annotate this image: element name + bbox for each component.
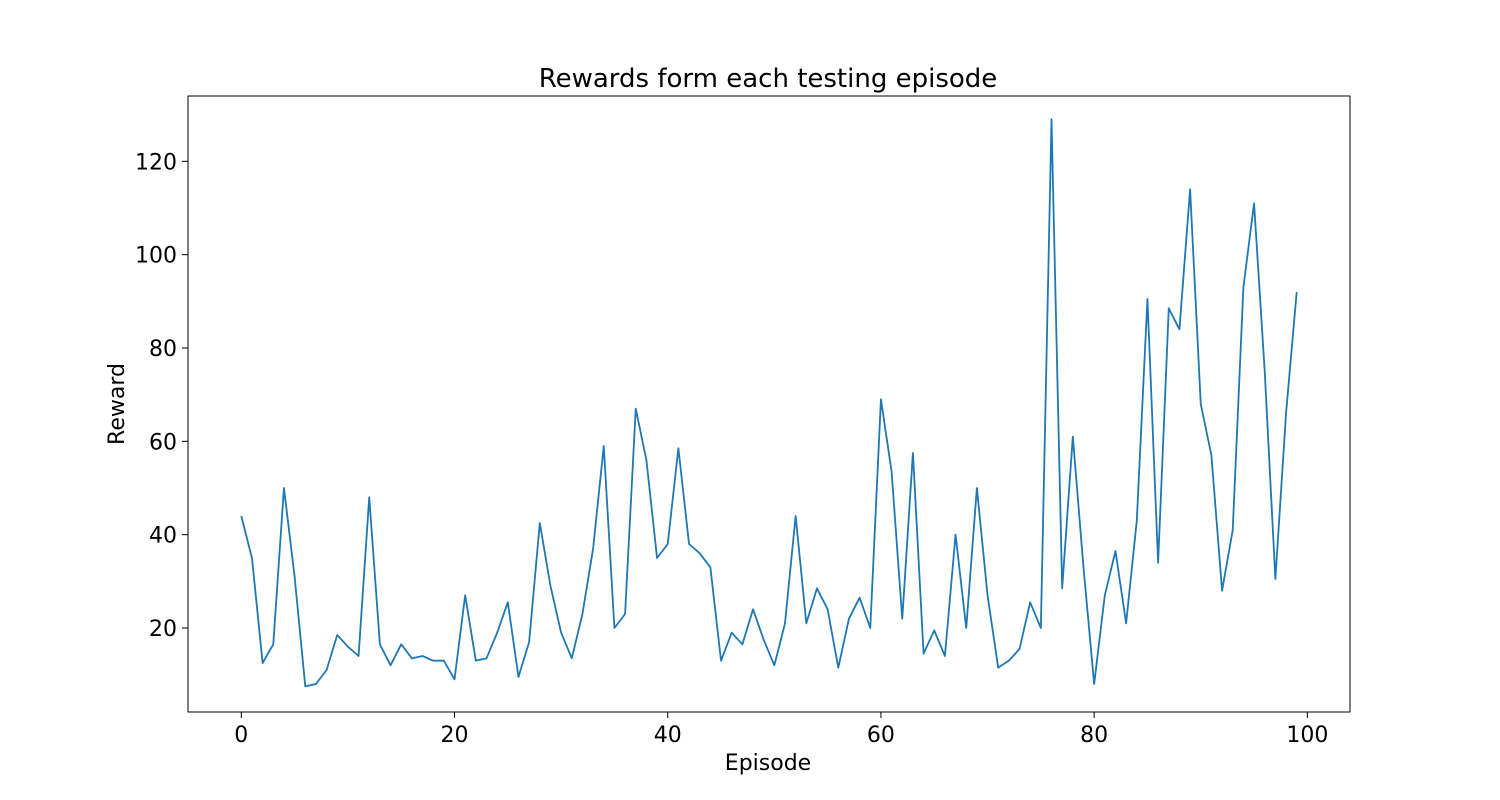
x-tick-label: 0 xyxy=(234,723,248,748)
plot-area xyxy=(187,95,1351,713)
y-tick-label: 40 xyxy=(149,524,177,549)
chart-title: Rewards form each testing episode xyxy=(539,64,998,94)
x-tick-label: 80 xyxy=(1080,723,1108,748)
x-tick-label: 60 xyxy=(867,723,895,748)
y-tick-label: 80 xyxy=(149,337,177,362)
y-axis-label: Reward xyxy=(105,363,130,445)
y-tick-label: 60 xyxy=(149,430,177,455)
y-tick-label: 100 xyxy=(135,244,177,269)
y-tick-label: 20 xyxy=(149,617,177,642)
x-axis: 0 20 40 60 80 100 xyxy=(234,712,1328,748)
x-axis-label: Episode xyxy=(725,751,811,776)
x-tick-label: 40 xyxy=(654,723,682,748)
plot-frame xyxy=(187,95,1351,713)
y-tick-label: 120 xyxy=(135,150,177,175)
x-tick-label: 100 xyxy=(1286,723,1328,748)
y-axis: 20 40 60 80 100 120 xyxy=(135,150,188,642)
series-line-reward xyxy=(240,118,1298,688)
x-tick-label: 20 xyxy=(441,723,469,748)
